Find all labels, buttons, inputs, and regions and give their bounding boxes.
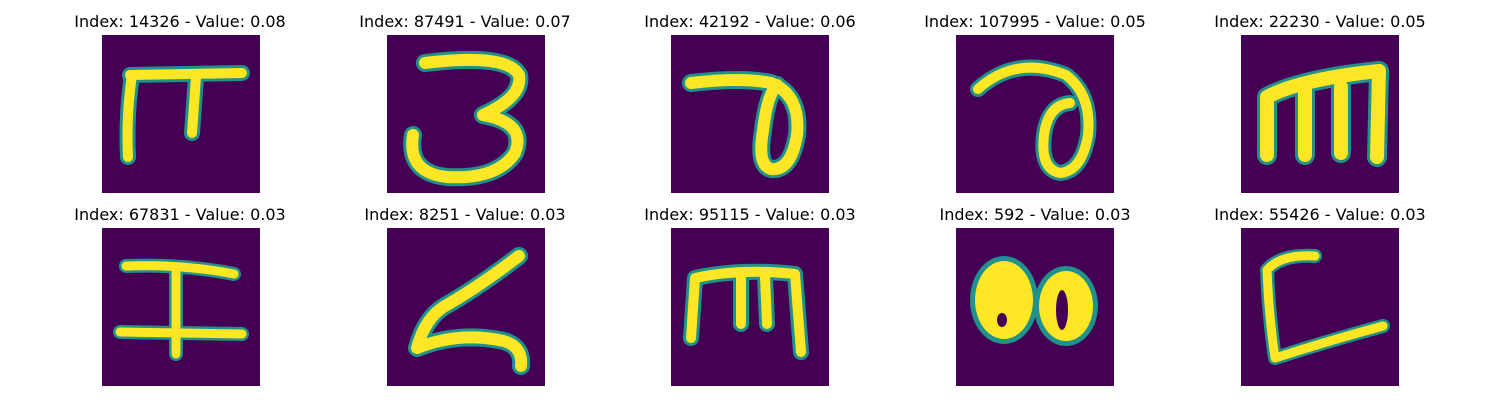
panel-title: Index: 42192 - Value: 0.06 xyxy=(644,12,856,31)
panel-title: Index: 87491 - Value: 0.07 xyxy=(359,12,571,31)
panel-title: Index: 22230 - Value: 0.05 xyxy=(1214,12,1426,31)
panel-title: Index: 107995 - Value: 0.05 xyxy=(924,12,1146,31)
character-image xyxy=(1241,35,1399,193)
panel-title: Index: 8251 - Value: 0.03 xyxy=(364,205,566,224)
character-image xyxy=(671,228,829,386)
panel-title: Index: 95115 - Value: 0.03 xyxy=(644,205,856,224)
character-image xyxy=(956,35,1114,193)
character-image xyxy=(102,228,260,386)
character-image xyxy=(671,35,829,193)
character-image xyxy=(387,228,545,386)
panel-title: Index: 14326 - Value: 0.08 xyxy=(74,12,286,31)
character-image xyxy=(1241,228,1399,386)
panel-title: Index: 592 - Value: 0.03 xyxy=(939,205,1131,224)
character-image xyxy=(387,35,545,193)
panel-title: Index: 55426 - Value: 0.03 xyxy=(1214,205,1426,224)
character-image xyxy=(956,228,1114,386)
panel-title: Index: 67831 - Value: 0.03 xyxy=(74,205,286,224)
character-image xyxy=(102,35,260,193)
